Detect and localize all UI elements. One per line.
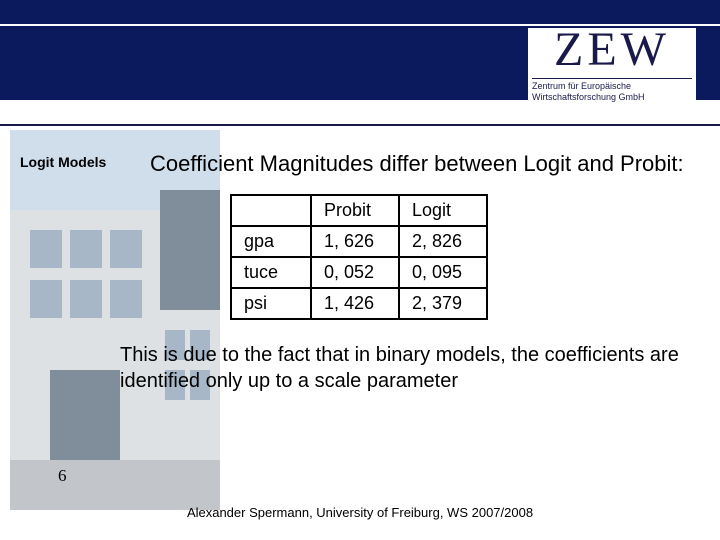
table-row: tuce 0, 052 0, 095 bbox=[231, 257, 487, 288]
table-cell: 0, 052 bbox=[311, 257, 399, 288]
table-cell: gpa bbox=[231, 226, 311, 257]
logo: ZEW Zentrum für Europäische Wirtschaftsf… bbox=[528, 28, 696, 120]
table-cell: 2, 826 bbox=[399, 226, 487, 257]
header-bottom-line bbox=[0, 124, 720, 126]
footer-text: Alexander Spermann, University of Freibu… bbox=[0, 505, 720, 520]
table-cell: 1, 426 bbox=[311, 288, 399, 319]
logo-divider bbox=[532, 78, 692, 79]
coefficients-table: Probit Logit gpa 1, 626 2, 826 tuce 0, 0… bbox=[230, 194, 488, 320]
section-label: Logit Models bbox=[20, 154, 106, 170]
table-row: psi 1, 426 2, 379 bbox=[231, 288, 487, 319]
logo-subtitle-1: Zentrum für Europäische bbox=[532, 81, 692, 92]
table-cell: psi bbox=[231, 288, 311, 319]
content-area: Coefficient Magnitudes differ between Lo… bbox=[150, 150, 690, 394]
table-cell: Logit bbox=[399, 195, 487, 226]
slide-title: Coefficient Magnitudes differ between Lo… bbox=[150, 150, 690, 178]
table-cell bbox=[231, 195, 311, 226]
table-cell: tuce bbox=[231, 257, 311, 288]
page-number: 6 bbox=[58, 466, 67, 486]
logo-text: ZEW bbox=[554, 26, 670, 74]
table-cell: 0, 095 bbox=[399, 257, 487, 288]
logo-subtitle-2: Wirtschaftsforschung GmbH bbox=[532, 92, 692, 103]
explanation-text: This is due to the fact that in binary m… bbox=[120, 342, 680, 394]
table-row: gpa 1, 626 2, 826 bbox=[231, 226, 487, 257]
table-cell: 2, 379 bbox=[399, 288, 487, 319]
table-row: Probit Logit bbox=[231, 195, 487, 226]
table-cell: 1, 626 bbox=[311, 226, 399, 257]
table-cell: Probit bbox=[311, 195, 399, 226]
